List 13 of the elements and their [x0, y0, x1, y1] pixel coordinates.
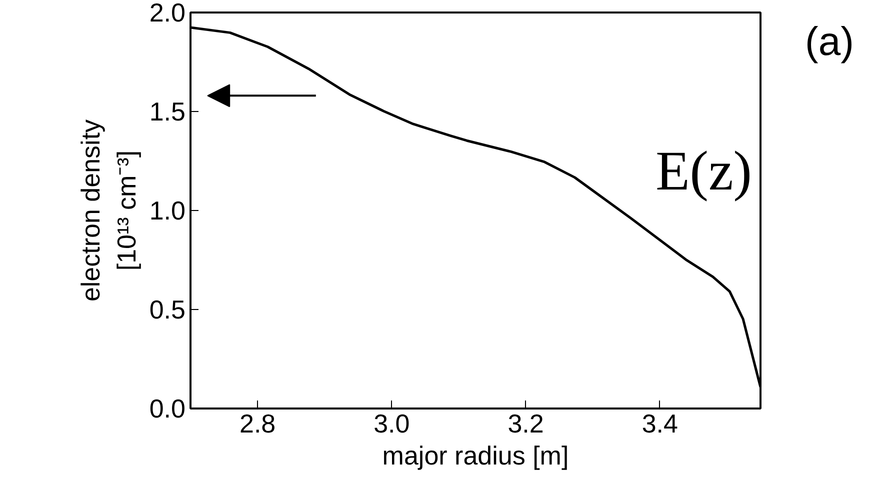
y-tick-label: 2.0 — [149, 0, 186, 28]
x-axis-title: major radius [m] — [382, 440, 569, 470]
y-tick-label: 1.5 — [149, 96, 186, 126]
y-tick-label: 1.0 — [149, 196, 186, 226]
text: (a) — [805, 19, 854, 66]
annotation: E(z) — [656, 140, 752, 203]
x-tick-label: 3.4 — [642, 408, 678, 438]
y-tick-label: 0.0 — [149, 394, 186, 424]
x-tick-label: 3.2 — [508, 408, 544, 438]
x-tick-label: 3.0 — [374, 408, 410, 438]
y-axis-title: electron density [10¹³ cm⁻³] — [75, 119, 142, 302]
y-tick-label: 0.5 — [149, 294, 186, 324]
x-tick-label: 2.8 — [239, 408, 276, 438]
